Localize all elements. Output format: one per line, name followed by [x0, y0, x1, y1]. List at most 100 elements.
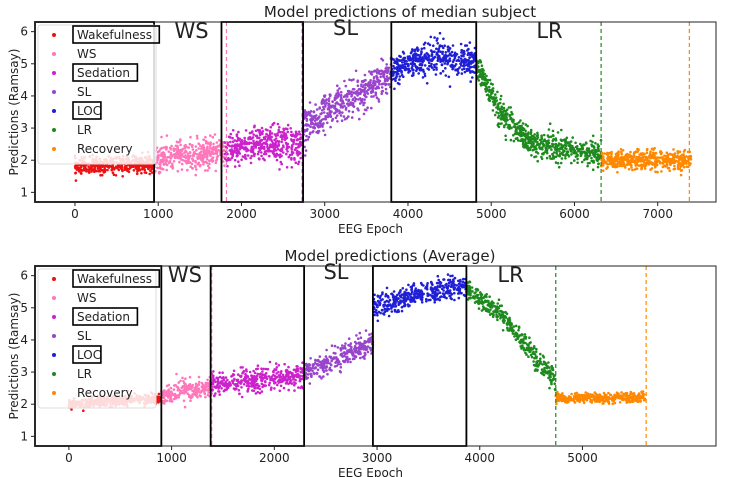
x-axis-label: EEG Epoch [338, 222, 403, 236]
data-point [458, 66, 461, 69]
data-point [325, 357, 329, 361]
data-point [323, 94, 327, 97]
data-point [223, 164, 226, 167]
data-point [448, 85, 452, 88]
data-point [540, 134, 543, 137]
data-point [503, 124, 506, 127]
data-point [174, 154, 178, 157]
data-point [229, 140, 232, 144]
data-point [299, 370, 303, 374]
data-point [183, 151, 186, 154]
data-point [326, 112, 329, 115]
data-point [493, 101, 496, 105]
data-point [250, 137, 253, 140]
data-point [369, 90, 373, 93]
data-point [186, 152, 190, 156]
data-point [629, 154, 633, 158]
data-point [293, 389, 296, 392]
data-point [197, 142, 200, 145]
data-point [322, 129, 325, 132]
data-point [314, 359, 317, 362]
data-point [451, 44, 455, 47]
data-point [311, 130, 314, 134]
data-point [266, 134, 270, 137]
data-point [563, 144, 566, 147]
data-point [592, 144, 595, 148]
data-point [368, 70, 371, 73]
data-point [484, 87, 487, 91]
data-point [585, 153, 588, 157]
data-point [374, 91, 378, 94]
data-point [500, 107, 504, 111]
data-point [128, 163, 132, 167]
data-point [550, 148, 553, 151]
data-point [619, 163, 623, 166]
data-point [329, 104, 333, 108]
data-point [531, 148, 534, 152]
data-point [186, 168, 189, 172]
data-point [551, 129, 555, 133]
data-point [378, 82, 381, 86]
data-point [669, 160, 673, 163]
legend-marker [52, 128, 56, 132]
data-point [82, 409, 85, 413]
data-point [460, 48, 464, 52]
data-point [536, 131, 539, 135]
data-point [467, 51, 470, 55]
data-point [540, 147, 543, 150]
data-point [394, 79, 397, 83]
data-point [620, 150, 623, 154]
data-point [385, 79, 389, 82]
data-point [244, 153, 247, 157]
data-point [197, 375, 201, 379]
data-point [284, 375, 287, 379]
data-point [235, 134, 239, 138]
data-point [387, 66, 391, 70]
data-point [381, 74, 385, 78]
data-point [177, 156, 180, 160]
data-point [380, 86, 384, 89]
data-point [645, 148, 649, 152]
data-point [645, 156, 649, 160]
data-point [339, 349, 343, 352]
data-point [686, 150, 690, 154]
data-point [494, 93, 497, 96]
data-point [382, 313, 386, 316]
data-point [214, 380, 217, 384]
data-point [554, 145, 558, 148]
data-point [673, 160, 677, 164]
data-point [468, 41, 472, 44]
data-point [655, 163, 659, 167]
data-point [346, 360, 350, 364]
data-point [366, 350, 370, 354]
data-point [310, 120, 313, 123]
data-point [267, 383, 271, 387]
data-point [420, 51, 423, 54]
data-point [541, 142, 545, 145]
data-point [295, 149, 299, 153]
data-point [403, 56, 407, 60]
data-point [600, 151, 604, 155]
data-point [329, 369, 333, 372]
data-point [341, 111, 344, 114]
data-point [208, 159, 211, 162]
data-point [395, 71, 399, 74]
data-point [247, 142, 251, 145]
data-point [188, 151, 192, 154]
data-point [679, 154, 683, 158]
data-point [576, 161, 579, 164]
data-point [407, 71, 410, 74]
legend-highlight-box [72, 63, 139, 82]
series-ws [152, 133, 227, 177]
data-point [146, 166, 150, 170]
data-point [199, 144, 202, 147]
data-point [438, 44, 442, 47]
data-point [346, 358, 350, 362]
data-point [639, 152, 643, 155]
data-point [530, 145, 533, 148]
data-point [274, 145, 277, 149]
data-point [235, 379, 238, 383]
data-point [70, 408, 73, 411]
data-point [423, 74, 427, 78]
data-point [258, 136, 261, 140]
